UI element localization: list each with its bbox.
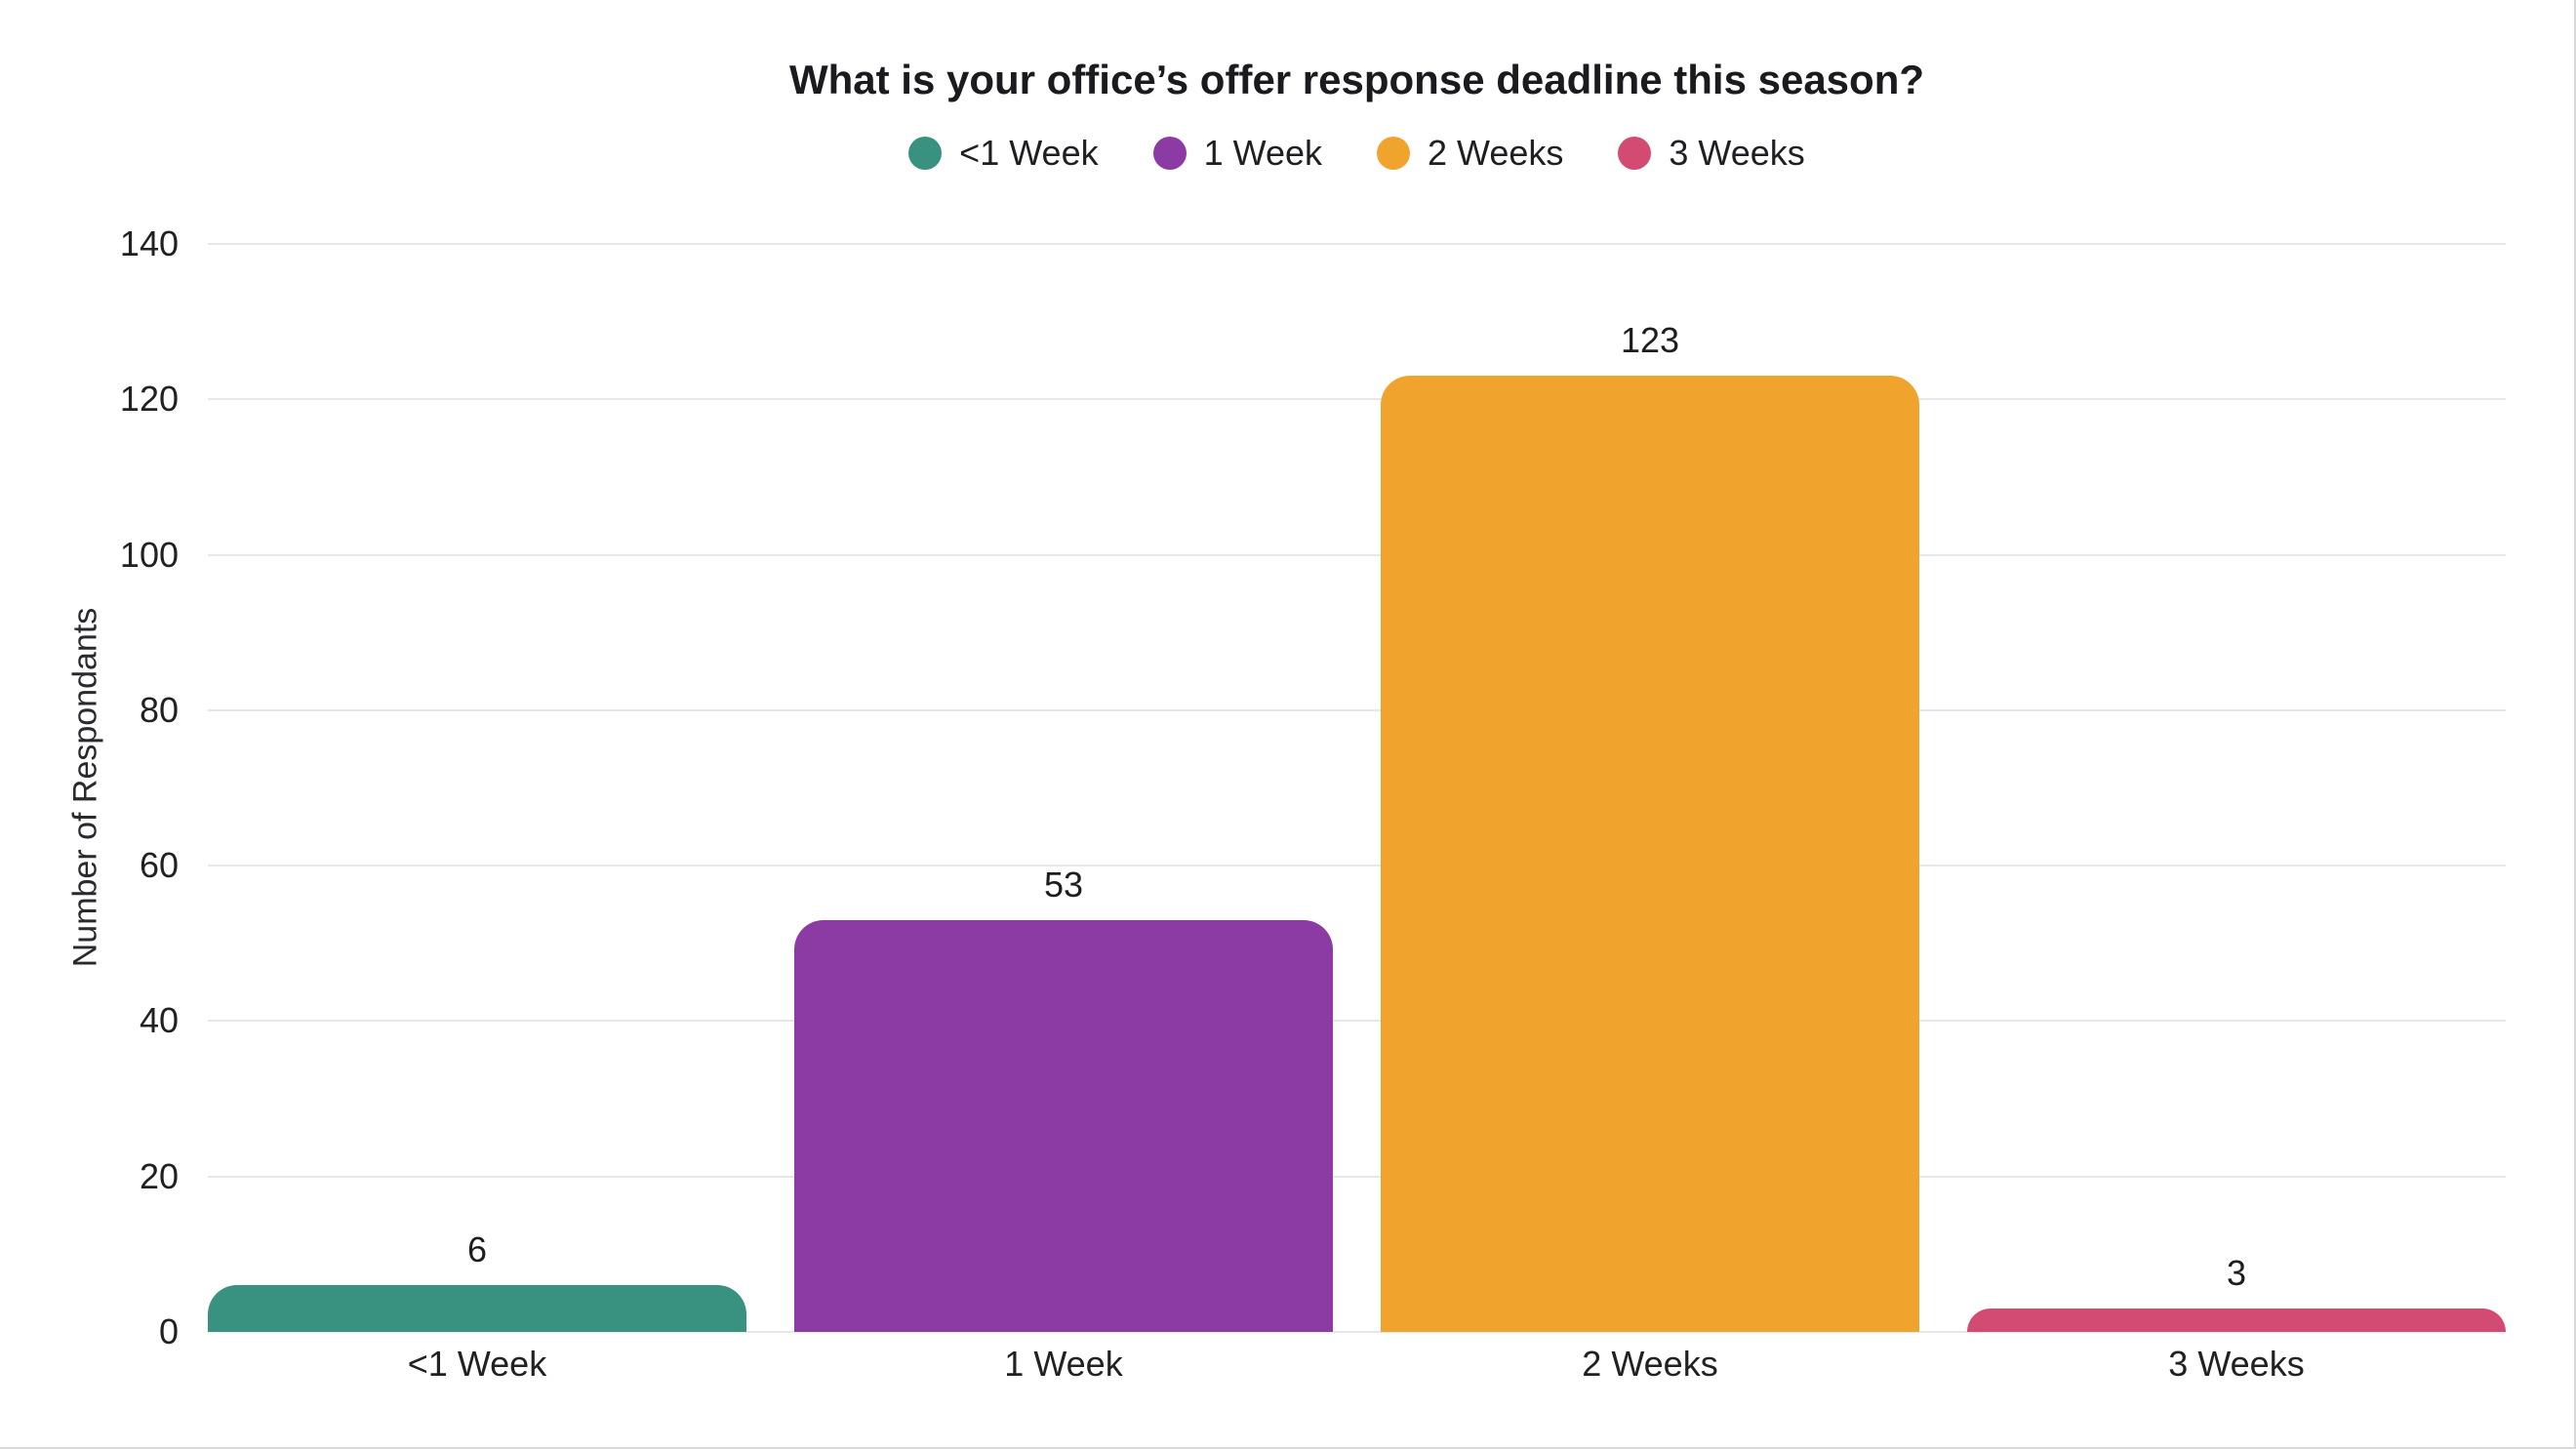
y-axis-ticks: 0 20 40 60 80 100 120 140 xyxy=(0,223,179,1351)
chart-header: What is your office’s offer response dea… xyxy=(208,0,2506,174)
gridline xyxy=(208,1175,2506,1178)
legend-item-1-week[interactable]: 1 Week xyxy=(1152,133,1322,174)
bar-slot-3-weeks: 3 xyxy=(1967,244,2506,1332)
gridline xyxy=(208,1020,2506,1023)
plot-area: 6 53 123 3 xyxy=(208,243,2506,1333)
legend-item-label: 2 Weeks xyxy=(1428,133,1564,174)
bar-slot-1-week: 53 xyxy=(794,244,1333,1332)
legend-item-label: 1 Week xyxy=(1203,133,1322,174)
gridline xyxy=(208,1331,2506,1333)
legend-item-label: <1 Week xyxy=(959,133,1099,174)
legend-item--1-week[interactable]: <1 Week xyxy=(908,133,1099,174)
gridline xyxy=(208,553,2506,556)
bar-slot-2-weeks: 123 xyxy=(1381,244,1919,1332)
legend-item-3-weeks[interactable]: 3 Weeks xyxy=(1618,133,1805,174)
chart-title: What is your office’s offer response dea… xyxy=(788,57,1925,102)
bars-group: 6 53 123 3 xyxy=(208,244,2506,1332)
x-axis-tick-label: 1 Week xyxy=(1004,1344,1123,1384)
gridline xyxy=(208,243,2506,245)
gridline xyxy=(208,398,2506,401)
x-axis-tick-label: 3 Weeks xyxy=(2168,1344,2305,1384)
legend-swatch-icon xyxy=(1377,137,1410,171)
y-axis-tick-label: 80 xyxy=(139,689,179,730)
y-axis-tick-label: 140 xyxy=(119,223,179,263)
bar--1-week[interactable] xyxy=(208,1285,746,1332)
x-axis-tick-label: 2 Weeks xyxy=(1582,1344,1718,1384)
bar-value-label: 3 xyxy=(2226,1253,2247,1294)
bar-slot--1-week: 6 xyxy=(208,244,746,1332)
y-axis-tick-label: 20 xyxy=(139,1155,179,1196)
bar-value-label: 6 xyxy=(466,1229,488,1270)
chart-legend: <1 Week 1 Week 2 Weeks 3 Weeks xyxy=(208,133,2506,174)
y-axis-tick-label: 0 xyxy=(158,1311,179,1351)
legend-item-label: 3 Weeks xyxy=(1669,133,1805,174)
legend-swatch-icon xyxy=(1152,137,1187,171)
x-axis-labels: <1 Week 1 Week 2 Weeks 3 Weeks xyxy=(208,1344,2506,1385)
bar-value-label: 53 xyxy=(1043,864,1084,905)
y-axis-tick-label: 60 xyxy=(139,845,179,886)
y-axis-tick-label: 40 xyxy=(139,1000,179,1041)
bar-3-weeks[interactable] xyxy=(1967,1308,2506,1332)
gridline xyxy=(208,865,2506,867)
x-axis-tick-label: <1 Week xyxy=(407,1344,547,1384)
legend-swatch-icon xyxy=(1618,137,1652,171)
gridline xyxy=(208,708,2506,711)
bar-value-label: 123 xyxy=(1620,320,1680,361)
legend-swatch-icon xyxy=(908,137,943,171)
bar-1-week[interactable] xyxy=(794,919,1333,1332)
y-axis-tick-label: 120 xyxy=(119,379,179,420)
y-axis-tick-label: 100 xyxy=(119,534,179,575)
legend-item-2-weeks[interactable]: 2 Weeks xyxy=(1377,133,1563,174)
bar-2-weeks[interactable] xyxy=(1381,376,1919,1332)
